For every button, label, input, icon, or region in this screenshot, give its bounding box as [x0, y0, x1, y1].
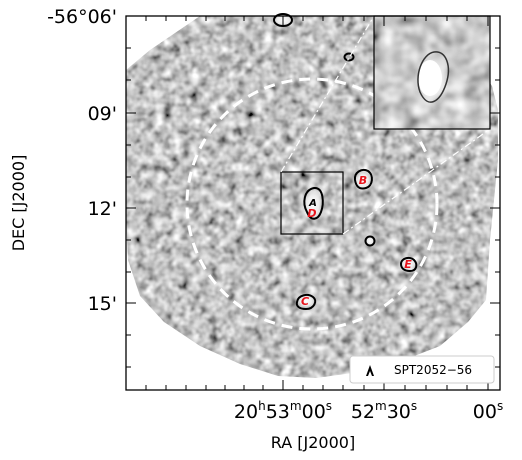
contour-e [399, 256, 418, 273]
source-label-e: E [404, 258, 412, 271]
y-tick-label: 15' [88, 293, 117, 315]
y-tick-labels: -56°06' 09' 12' 15' [47, 6, 117, 315]
source-label-b: B [359, 174, 367, 187]
inset-zoom [373, 15, 491, 130]
x-tick-label: 20h53m00s [234, 399, 332, 423]
contour-b [353, 169, 373, 190]
x-tick-label: 52m30s [351, 399, 417, 423]
x-axis-title: RA [J2000] [271, 433, 355, 452]
plot-frame [125, 15, 501, 391]
contour-small [343, 52, 355, 62]
beam-circle [185, 77, 439, 331]
cutout-box [280, 171, 344, 235]
contour-d [364, 235, 376, 247]
legend-box [349, 355, 495, 384]
axis-ticks [126, 15, 500, 390]
source-contours [273, 13, 418, 311]
inset-contour [417, 51, 450, 103]
contour-a [303, 187, 324, 220]
source-labels: A B C D E [301, 174, 412, 308]
legend-marker-icon [366, 365, 374, 376]
legend-label: SPT2052−56 [394, 363, 472, 377]
y-tick-label: 12' [88, 198, 117, 220]
source-label-d: D [307, 207, 316, 220]
legend: SPT2052−56 [349, 355, 495, 384]
y-tick-label: -56°06' [47, 6, 117, 28]
y-axis-title: DEC [J2000] [9, 155, 28, 252]
source-label-a: A [308, 198, 317, 209]
x-tick-label: 00s [473, 399, 503, 423]
x-tick-labels: 20h53m00s 52m30s 00s [234, 399, 503, 423]
source-label-c: C [301, 295, 309, 308]
inset-connectors [280, 15, 491, 235]
contour-c [295, 293, 317, 311]
y-tick-label: 09' [88, 103, 117, 125]
